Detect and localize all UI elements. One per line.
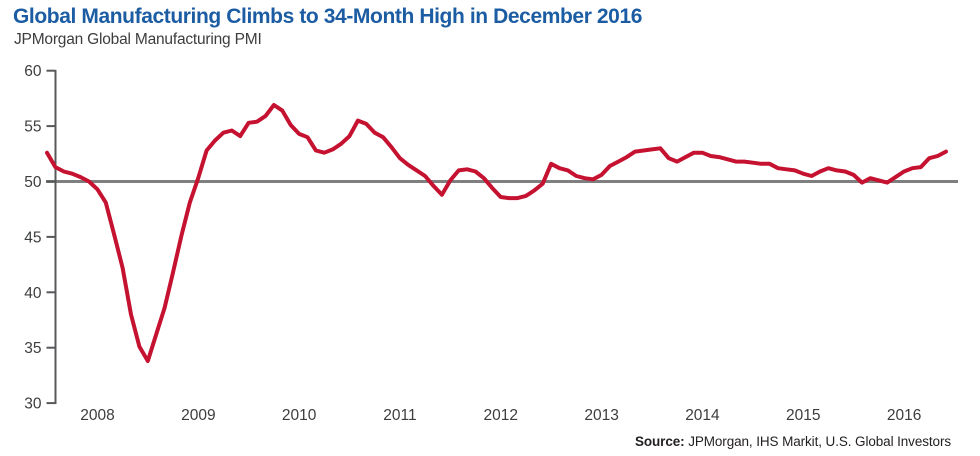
x-tick-label: 2008 [80,407,114,424]
source-label: Source: [634,434,685,449]
pmi-series-line [45,103,948,363]
source-attribution: Source: JPMorgan, IHS Markit, U.S. Globa… [635,434,951,449]
y-tick-label: 35 [24,340,41,357]
y-tick-label: 55 [24,119,41,136]
chart-subtitle: JPMorgan Global Manufacturing PMI [14,31,262,48]
x-tick-label: 2010 [282,407,317,424]
y-tick-label: 40 [24,285,42,302]
y-tick-label: 45 [24,229,41,246]
source-text: JPMorgan, IHS Markit, U.S. Global Invest… [688,434,951,449]
x-tick-label: 2012 [484,407,518,424]
x-tick-label: 2011 [383,407,416,424]
x-tick-label: 2014 [685,407,720,424]
x-tick-label: 2009 [181,407,215,424]
y-tick-label: 50 [24,174,42,191]
x-tick-label: 2015 [786,407,820,424]
x-tick-label: 2016 [887,407,921,424]
y-tick-label: 60 [24,63,42,80]
y-tick-label: 30 [24,396,42,413]
x-tick-label: 2013 [584,407,618,424]
chart-title: Global Manufacturing Climbs to 34-Month … [13,5,643,28]
